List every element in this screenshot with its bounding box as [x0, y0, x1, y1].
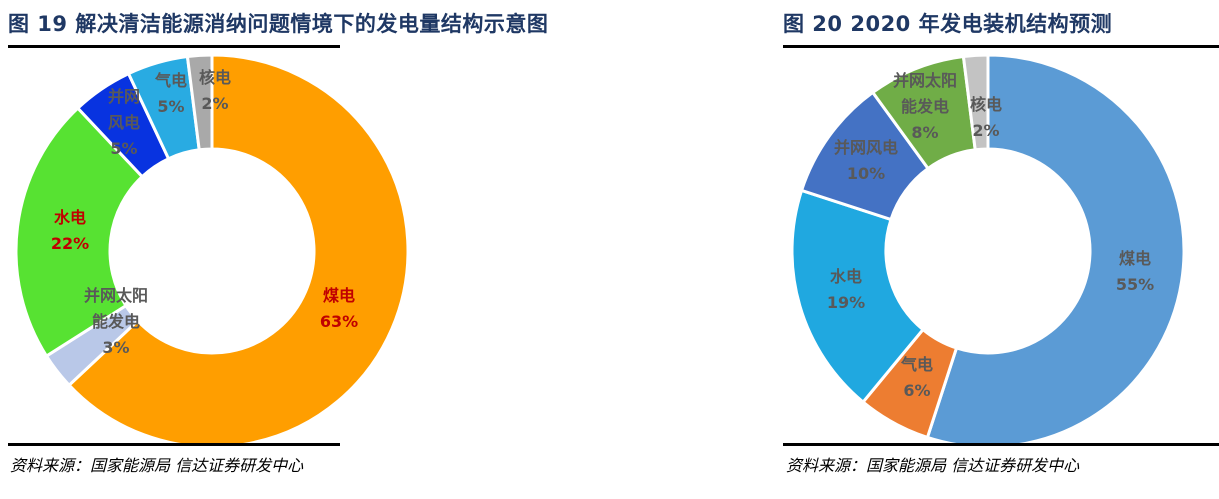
- figure-19-source: 资料来源：国家能源局 信达证券研发中心: [10, 456, 304, 475]
- figure-20-label-wind: 并网风电 10%: [833, 138, 899, 183]
- figure-20-title: 图 20 2020 年发电装机结构预测: [783, 12, 1113, 36]
- figure-19-slice-hydro: [14, 105, 145, 359]
- figure-20-label-nuclear: 核电 2%: [969, 95, 1003, 140]
- figure-19-label-wind: 并网 风电 5%: [107, 87, 141, 158]
- figure-20-slice-hydro: [790, 188, 926, 405]
- figure-19-bottom-rule: [8, 443, 340, 446]
- figure-19-donut-chart: [14, 53, 410, 449]
- figure-20-source: 资料来源：国家能源局 信达证券研发中心: [786, 456, 1080, 475]
- figure-19-label-nuclear: 核电 2%: [198, 68, 232, 113]
- figure-19-label-coal: 煤电 63%: [319, 286, 359, 331]
- figure-20-label-gas: 气电 6%: [900, 355, 934, 400]
- figure-20-donut-chart: [790, 53, 1186, 449]
- figure-19-label-gas: 气电 5%: [154, 71, 188, 116]
- figure-20-bottom-rule: [783, 443, 1219, 446]
- figure-20-slice-coal: [925, 53, 1186, 449]
- figure-19-slice-nuclear: [185, 53, 214, 152]
- figure-19-top-rule: [8, 45, 340, 48]
- figure-20-slice-nuclear: [961, 53, 990, 152]
- figure-20-label-coal: 煤电 55%: [1115, 249, 1155, 294]
- figure-19-label-solar: 并网太阳 能发电 3%: [83, 286, 149, 357]
- figure-20-label-hydro: 水电 19%: [826, 267, 866, 312]
- figure-19-slice-coal: [66, 53, 410, 449]
- figure-20-label-solar: 并网太阳 能发电 8%: [892, 71, 958, 142]
- figure-19-label-hydro: 水电 22%: [50, 208, 90, 253]
- figure-20-top-rule: [783, 45, 1219, 48]
- figure-19-title: 图 19 解决清洁能源消纳问题情境下的发电量结构示意图: [8, 12, 549, 36]
